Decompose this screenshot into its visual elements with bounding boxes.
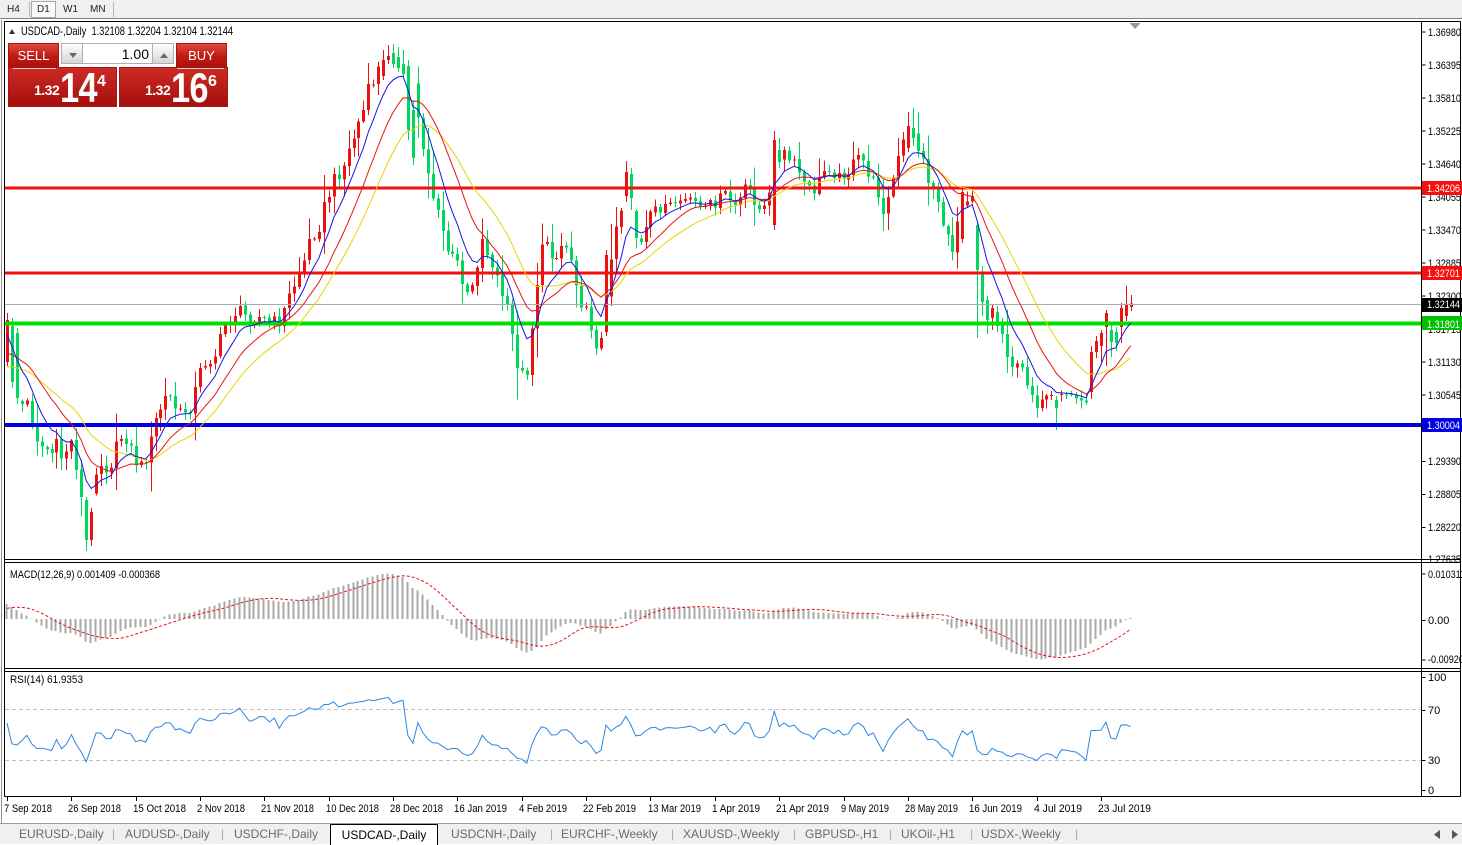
svg-text:10 Dec 2018: 10 Dec 2018 xyxy=(326,803,379,815)
svg-text:22 Feb 2019: 22 Feb 2019 xyxy=(583,803,636,815)
svg-text:1.36395: 1.36395 xyxy=(1428,60,1461,72)
svg-text:4 Feb 2019: 4 Feb 2019 xyxy=(519,803,567,815)
svg-text:28 Dec 2018: 28 Dec 2018 xyxy=(390,803,443,815)
svg-text:21 Apr 2019: 21 Apr 2019 xyxy=(776,803,829,815)
svg-text:1.31130: 1.31130 xyxy=(1428,357,1461,369)
svg-text:1.28220: 1.28220 xyxy=(1428,522,1461,534)
svg-text:1.33470: 1.33470 xyxy=(1428,225,1461,237)
svg-text:1.27635: 1.27635 xyxy=(1428,554,1461,566)
svg-text:1.35225: 1.35225 xyxy=(1428,126,1461,138)
svg-text:16 Jun 2019: 16 Jun 2019 xyxy=(969,803,1022,815)
svg-text:1.29390: 1.29390 xyxy=(1428,456,1461,468)
svg-text:1.34640: 1.34640 xyxy=(1428,159,1461,171)
svg-text:70: 70 xyxy=(1428,705,1440,717)
svg-text:USDCAD-,Daily 1.32108 1.32204: USDCAD-,Daily 1.32108 1.32204 1.32104 1.… xyxy=(21,24,233,38)
svg-text:26 Sep 2018: 26 Sep 2018 xyxy=(68,803,121,815)
svg-text:23 Jul 2019: 23 Jul 2019 xyxy=(1098,803,1151,815)
svg-text:1.28805: 1.28805 xyxy=(1428,489,1461,501)
svg-text:21 Nov 2018: 21 Nov 2018 xyxy=(261,803,314,815)
svg-text:1 Apr 2019: 1 Apr 2019 xyxy=(712,803,760,815)
svg-text:0: 0 xyxy=(1428,785,1434,797)
svg-text:MACD(12,26,9) 0.001409 -0.0003: MACD(12,26,9) 0.001409 -0.000368 xyxy=(10,569,160,581)
svg-text:28 May 2019: 28 May 2019 xyxy=(905,803,958,815)
svg-text:1.32701: 1.32701 xyxy=(1427,268,1460,280)
svg-text:0.00: 0.00 xyxy=(1428,615,1449,627)
svg-text:30: 30 xyxy=(1428,755,1440,767)
svg-text:1.36980: 1.36980 xyxy=(1428,27,1461,39)
svg-text:9 May 2019: 9 May 2019 xyxy=(841,803,889,815)
svg-text:16 Jan 2019: 16 Jan 2019 xyxy=(454,803,507,815)
svg-text:13 Mar 2019: 13 Mar 2019 xyxy=(648,803,701,815)
svg-text:100: 100 xyxy=(1428,672,1446,684)
svg-text:1.30545: 1.30545 xyxy=(1428,390,1461,402)
svg-text:-0.009203: -0.009203 xyxy=(1428,654,1462,666)
svg-text:1.32144: 1.32144 xyxy=(1427,299,1460,311)
svg-text:2 Nov 2018: 2 Nov 2018 xyxy=(197,803,245,815)
svg-text:1.30004: 1.30004 xyxy=(1427,420,1460,432)
svg-text:1.34206: 1.34206 xyxy=(1427,183,1460,195)
svg-text:1.31801: 1.31801 xyxy=(1427,319,1460,331)
svg-text:RSI(14) 61.9353: RSI(14) 61.9353 xyxy=(10,674,83,686)
svg-text:15 Oct 2018: 15 Oct 2018 xyxy=(133,803,186,815)
svg-text:1.35810: 1.35810 xyxy=(1428,93,1461,105)
svg-text:0.010311: 0.010311 xyxy=(1428,569,1462,581)
svg-text:7 Sep 2018: 7 Sep 2018 xyxy=(4,803,52,815)
svg-text:4 Jul 2019: 4 Jul 2019 xyxy=(1034,803,1082,815)
